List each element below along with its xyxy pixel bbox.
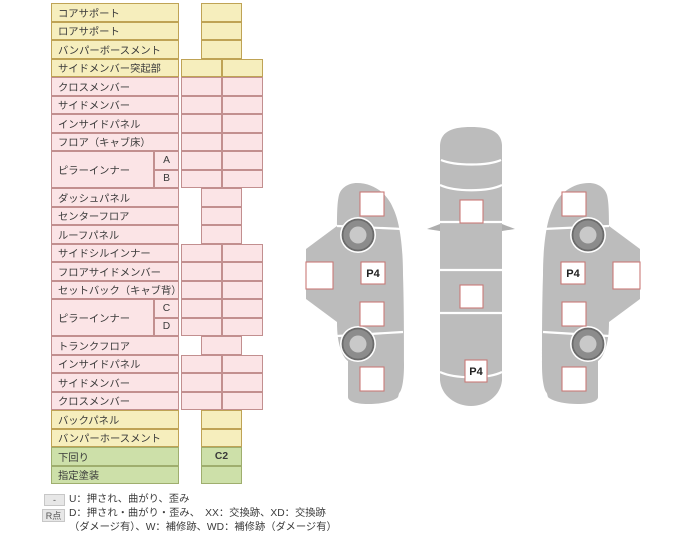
svg-text:P4: P4 — [366, 268, 380, 280]
svg-text:P4: P4 — [469, 366, 483, 378]
svg-text:P4: P4 — [566, 268, 580, 280]
